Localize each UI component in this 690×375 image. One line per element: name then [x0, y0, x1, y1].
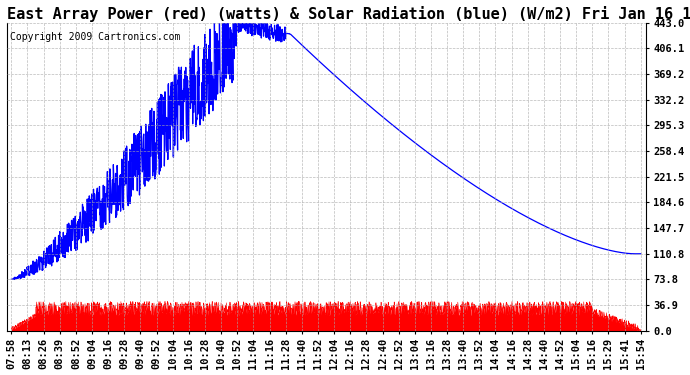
Text: East Array Power (red) (watts) & Solar Radiation (blue) (W/m2) Fri Jan 16 15:54: East Array Power (red) (watts) & Solar R…	[6, 6, 690, 21]
Text: Copyright 2009 Cartronics.com: Copyright 2009 Cartronics.com	[10, 32, 180, 42]
